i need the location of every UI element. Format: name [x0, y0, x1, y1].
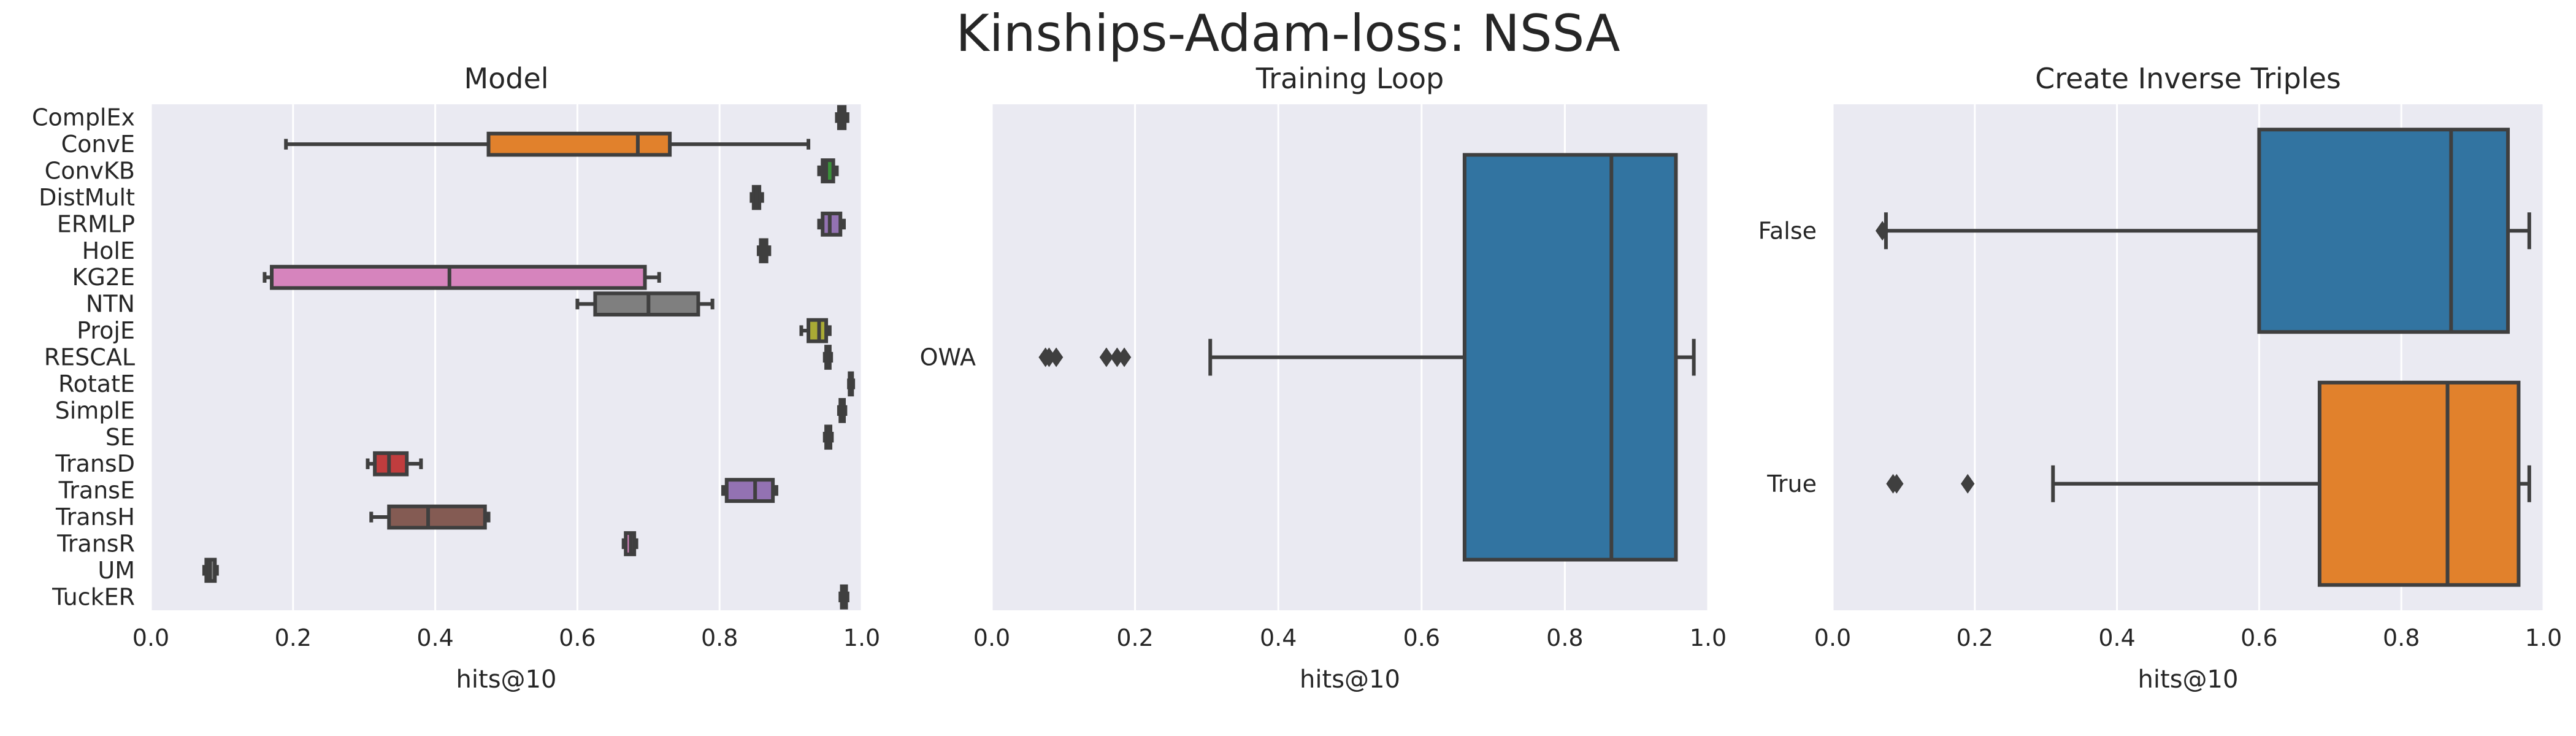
x-tick-label: 0.8	[1546, 624, 1583, 651]
y-tick-label: TransE	[58, 477, 135, 504]
y-tick-label: HolE	[82, 237, 135, 264]
y-tick-label: TuckER	[52, 583, 135, 610]
x-tick-label: 0.2	[275, 624, 312, 651]
y-tick-label: ConvKB	[45, 158, 135, 185]
y-tick-label: NTN	[86, 291, 135, 318]
x-tick-label: 0.8	[701, 624, 738, 651]
panel-title: Create Inverse Triples	[2035, 62, 2341, 95]
outlier-point	[1961, 473, 1975, 494]
y-tick-label: ConvE	[61, 131, 135, 158]
panel-0: 0.0 0.2 0.4 0.6 0.8 1.0 ComplExConvEConvKBDist…	[32, 62, 880, 694]
outlier-point	[1875, 221, 1890, 241]
y-tick-label: DistMult	[39, 184, 135, 211]
box	[387, 504, 487, 530]
y-tick-label: TransH	[55, 504, 135, 531]
y-tick-label: OWA	[920, 344, 976, 371]
x-tick-label: 1.0	[843, 624, 880, 651]
x-tick-label: 0.6	[1403, 624, 1440, 651]
box	[486, 131, 672, 157]
box	[724, 478, 775, 503]
x-tick-label: 1.0	[2525, 624, 2562, 651]
x-tick-label: 0.4	[416, 624, 453, 651]
y-tick-label: ComplEx	[32, 104, 135, 131]
outlier-point	[1099, 347, 1114, 367]
y-tick-label: TransD	[55, 450, 135, 477]
panel-title: Model	[464, 62, 548, 95]
figure-title: Kinships-Adam-loss: NSSA	[956, 4, 1620, 63]
outlier-point	[1110, 347, 1124, 367]
y-tick-label: RESCAL	[44, 344, 135, 371]
x-tick-label: 0.8	[2383, 624, 2420, 651]
x-tick-label: 0.4	[1260, 624, 1297, 651]
x-axis-label: hits@10	[1300, 665, 1400, 694]
y-tick-label: SimplE	[55, 397, 135, 424]
box	[2317, 380, 2521, 587]
box	[2257, 128, 2510, 334]
outlier-point	[1042, 347, 1056, 367]
x-tick-label: 0.2	[1957, 624, 1993, 651]
y-tick-label: KG2E	[72, 264, 135, 291]
outlier-point	[1117, 347, 1132, 367]
y-tick-label: False	[1758, 217, 1817, 244]
y-tick-label: True	[1766, 470, 1817, 497]
y-tick-label: SE	[105, 424, 135, 451]
x-tick-label: 0.6	[559, 624, 596, 651]
x-tick-label: 0.4	[2098, 624, 2135, 651]
panel-title: Training Loop	[1255, 62, 1444, 95]
outlier-point	[1049, 347, 1064, 367]
y-tick-label: ProjE	[77, 317, 135, 344]
y-tick-label: ERMLP	[57, 210, 135, 237]
box	[1462, 153, 1678, 562]
panel-2: 0.0 0.2 0.4 0.6 0.8 1.0 False True Create Invers…	[1758, 62, 2563, 694]
panel-1: 0.0 0.2 0.4 0.6 0.8 1.0 OWA Training Loop hits@1…	[920, 62, 1727, 694]
x-axis-label: hits@10	[456, 665, 557, 694]
x-tick-label: 0.2	[1116, 624, 1153, 651]
x-tick-label: 0.0	[1814, 624, 1851, 651]
x-tick-label: 0.0	[132, 624, 169, 651]
x-tick-label: 1.0	[1690, 624, 1727, 651]
box	[270, 264, 647, 290]
plot-area	[151, 104, 862, 610]
outlier-point	[1890, 473, 1904, 494]
y-tick-label: UM	[98, 557, 135, 584]
x-axis-label: hits@10	[2138, 665, 2239, 694]
y-tick-label: TransR	[56, 530, 135, 557]
y-tick-label: RotatE	[58, 370, 135, 397]
x-tick-label: 0.6	[2241, 624, 2277, 651]
x-tick-label: 0.0	[973, 624, 1010, 651]
